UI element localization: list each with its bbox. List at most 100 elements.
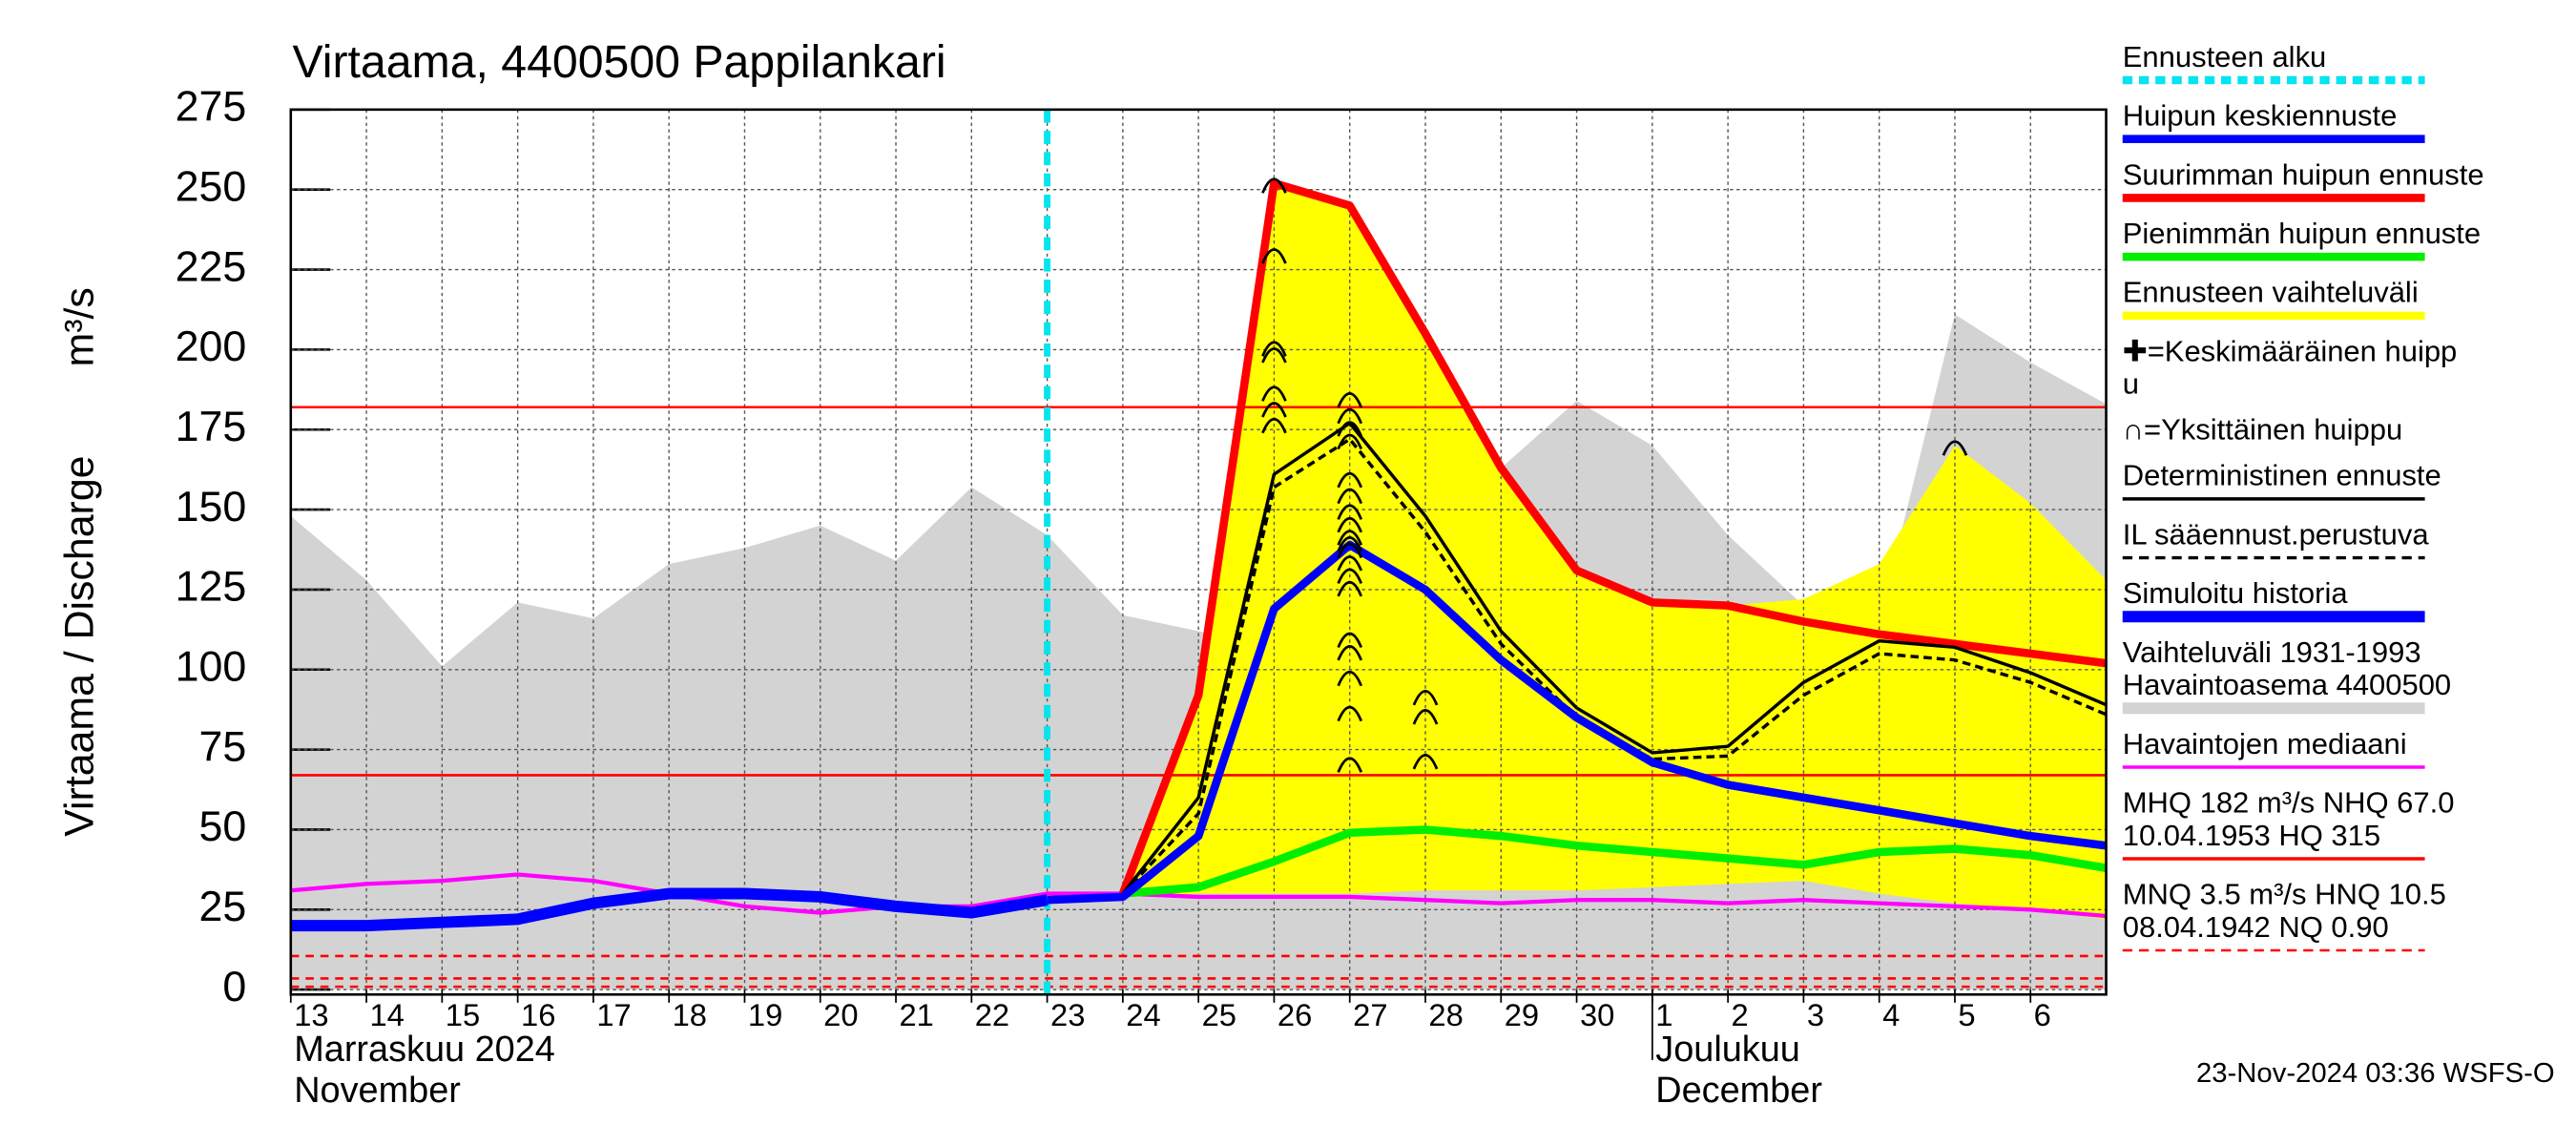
peak-marker [1942,440,1968,456]
plot-frame [289,108,2108,996]
x-tick-label: 24 [1126,997,1160,1032]
x-tick-label: 30 [1580,997,1614,1032]
x-tick-label: 15 [446,997,480,1032]
x-tick-label: 20 [823,997,858,1032]
peak-marker [1261,177,1287,194]
legend-label: 08.04.1942 NQ 0.90 [2123,910,2389,944]
x-tick-label: 5 [1958,997,1975,1032]
peak-marker [1337,568,1363,584]
range-band [1122,183,2107,920]
x-tick-label: 16 [521,997,555,1032]
legend-label: Huipun keskiennuste [2123,99,2398,133]
peak-marker [1337,555,1363,572]
peak-marker [1337,433,1363,450]
y-tick-label: 0 [222,964,246,1010]
legend-label: Deterministinen ennuste [2123,459,2441,492]
y-tick-label: 100 [176,644,247,691]
peak-marker [1412,709,1439,725]
legend-label: Pienimmän huipun ennuste [2123,217,2481,250]
peak-marker [1261,402,1287,418]
peak-marker [1337,530,1363,546]
legend-label: Havaintoasema 4400500 [2123,668,2451,701]
peak-marker [1261,341,1287,357]
month-label: November [294,1071,461,1111]
x-tick-label: 26 [1278,997,1312,1032]
legend-label: IL sääennust.perustuva [2123,518,2430,552]
y-axis-unit: m³/s [56,287,102,366]
legend-label: u [2123,367,2139,401]
series-line [1121,421,2108,895]
peak-marker [1337,580,1363,597]
series-line [290,872,2107,919]
legend-label: Ennusteen alku [2123,40,2327,73]
legend-label: ∩=Yksittäinen huippu [2123,413,2402,447]
peak-marker [1337,516,1363,533]
peak-marker [1261,385,1287,402]
month-label: Joulukuu [1655,1030,1800,1070]
x-tick-label: 23 [1050,997,1085,1032]
peak-marker [1261,248,1287,264]
month-label: Marraskuu 2024 [294,1030,555,1070]
peak-marker [1337,536,1363,552]
x-tick-label: 6 [2034,997,2051,1032]
peak-marker [1337,471,1363,489]
peak-marker [1337,670,1363,687]
peak-marker [1337,645,1363,661]
y-tick-label: 275 [176,84,247,131]
y-tick-label: 50 [199,803,247,850]
y-tick-label: 200 [176,323,247,370]
x-tick-label: 25 [1202,997,1236,1032]
legend-label: MHQ 182 m³/s NHQ 67.0 [2123,786,2455,820]
peak-marker [1261,347,1287,364]
x-tick-label: 27 [1353,997,1387,1032]
legend-label: Vaihteluväli 1931-1993 [2123,635,2421,669]
x-tick-label: 19 [748,997,782,1032]
legend-label: Ennusteen vaihteluväli [2123,276,2419,309]
x-tick-label: 4 [1882,997,1900,1032]
x-tick-label: 13 [294,997,328,1032]
series-line [1047,540,2108,905]
legend-label: Simuloitu historia [2123,576,2349,610]
peak-marker [1337,392,1363,408]
x-tick-label: 1 [1655,997,1672,1032]
legend-label: Suurimman huipun ennuste [2123,157,2484,191]
x-tick-label: 2 [1732,997,1749,1032]
peak-marker [1337,421,1363,437]
peak-marker [1412,754,1439,770]
month-label: December [1655,1071,1822,1111]
x-tick-label: 29 [1505,997,1539,1032]
peak-marker [1337,407,1363,425]
y-tick-label: 75 [199,723,247,770]
peak-marker [1337,757,1363,773]
x-tick-label: 17 [596,997,631,1032]
y-tick-label: 150 [176,484,247,531]
x-tick-label: 14 [370,997,405,1032]
y-tick-label: 25 [199,884,247,930]
peak-marker [1261,417,1287,434]
peak-marker [1337,542,1363,559]
footer: 23-Nov-2024 03:36 WSFS-O [2196,1058,2555,1089]
x-tick-label: 18 [673,997,707,1032]
y-tick-label: 225 [176,243,247,290]
x-tick-label: 21 [899,997,933,1032]
series-line [290,887,1049,932]
x-tick-label: 22 [975,997,1009,1032]
legend-label: ✚=Keskimääräinen huipp [2123,335,2458,368]
legend-label: MNQ 3.5 m³/s HNQ 10.5 [2123,878,2446,911]
x-tick-label: 3 [1807,997,1824,1032]
peak-marker [1337,504,1363,520]
legend-label: Havaintojen mediaani [2123,727,2407,760]
chart-title: Virtaama, 4400500 Pappilankari [293,36,946,88]
y-tick-label: 125 [176,564,247,611]
peak-marker [1337,488,1363,505]
x-tick-label: 28 [1428,997,1463,1032]
peak-marker [1337,632,1363,649]
peak-marker [1412,689,1439,706]
y-tick-label: 250 [176,164,247,211]
y-tick-label: 175 [176,404,247,450]
peak-marker [1337,705,1363,722]
y-axis-label: Virtaama / Discharge [56,456,102,837]
series-line [1122,825,2108,898]
